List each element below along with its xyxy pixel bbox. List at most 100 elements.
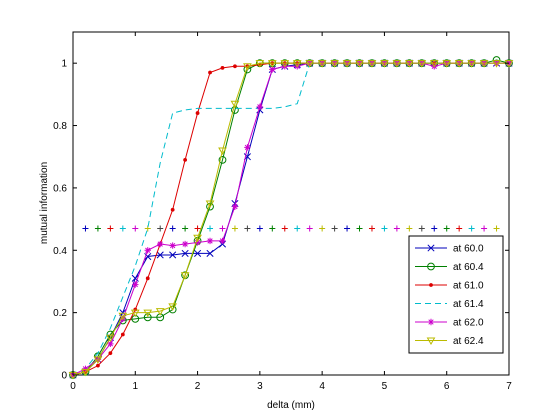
data-point [380,60,389,68]
reference-marker [82,225,89,232]
data-point [479,60,489,68]
x-tick-label: 0 [70,381,76,392]
x-tick-label: 6 [444,381,450,392]
data-point [194,239,201,246]
reference-marker [219,225,226,232]
y-tick-label: 0.2 [53,308,67,319]
data-point [183,157,188,162]
reference-marker [443,225,450,232]
data-point [118,312,128,321]
data-point [131,274,139,282]
reference-markers [82,225,500,232]
data-point [193,234,202,243]
legend-entry: at 61.4 [415,299,484,310]
reference-marker [294,225,301,232]
reference-marker [231,225,238,232]
data-point [108,351,113,356]
axes: 0 1 2 3 4 5 6 7 0 0.2 0.4 0.6 0.8 1 [53,32,512,392]
reference-marker [418,225,425,232]
data-point [317,60,327,68]
data-point [267,60,277,68]
data-point [404,60,414,68]
reference-marker [356,225,363,232]
legend-marker [427,262,435,271]
reference-marker [119,225,126,232]
data-point [429,60,439,68]
reference-marker [256,225,263,232]
reference-marker [331,225,338,232]
data-point [206,249,214,257]
reference-marker [493,225,500,232]
data-point [144,247,151,254]
data-point [206,237,214,245]
data-point [96,363,100,368]
legend-label: at 62.4 [453,336,484,347]
y-tick-label: 0.4 [53,246,67,257]
data-point [81,368,90,377]
data-point [169,251,177,259]
data-point [417,60,427,68]
data-point [156,251,164,259]
x-tick-label: 5 [382,381,388,392]
data-point [93,356,103,364]
data-point [342,60,352,68]
data-point [157,240,164,248]
data-point [132,281,139,288]
legend-entry: at 60.0 [415,244,484,255]
x-axis-label: delta (mm) [267,400,315,411]
data-point [292,60,302,68]
data-point [220,65,225,70]
x-tick-label: 2 [195,381,201,392]
legend-entry: at 61.0 [415,281,484,292]
data-point [243,63,252,71]
data-point [205,200,215,208]
legend-label: at 61.0 [453,281,484,292]
legend-entry: at 62.4 [415,336,484,347]
data-point [231,203,239,210]
data-point [218,147,227,155]
x-tick-label: 4 [319,381,325,392]
data-point [355,60,364,68]
y-tick-label: 0 [61,371,67,382]
legend-marker [427,318,435,326]
reference-marker [194,225,201,232]
legend-marker [429,283,433,287]
data-point [256,103,264,111]
legend-label: at 60.0 [453,244,484,255]
data-point [195,111,200,115]
data-point [143,313,152,322]
data-point [155,308,165,316]
data-point [106,334,115,343]
y-tick-label: 0.6 [53,183,67,194]
legend-entry: at 62.0 [415,318,484,329]
data-point [467,60,476,68]
data-point [144,252,152,261]
reference-marker [368,225,375,232]
reference-marker [94,225,101,232]
legend-label: at 62.0 [453,318,484,329]
reference-marker [182,225,189,232]
data-point [208,70,212,75]
data-point [269,66,276,73]
data-point [233,64,237,69]
reference-marker [207,225,214,232]
legend-marker [426,337,436,345]
data-point [230,100,240,109]
y-axis-label: mutual information [39,162,50,244]
reference-marker [319,225,326,232]
reference-marker [269,225,276,232]
series-5 [68,60,514,380]
legend-label: at 60.4 [453,262,484,273]
reference-marker [406,225,413,232]
reference-marker [244,225,251,232]
reference-marker [381,225,388,232]
legend-box [408,235,504,354]
data-point [169,242,176,249]
data-point [392,60,402,68]
series-layer [68,56,514,380]
legend-label: at 61.4 [453,299,484,310]
reference-marker [132,225,139,232]
reference-marker [169,225,176,232]
x-tick-label: 7 [506,381,512,392]
data-point [168,303,178,311]
